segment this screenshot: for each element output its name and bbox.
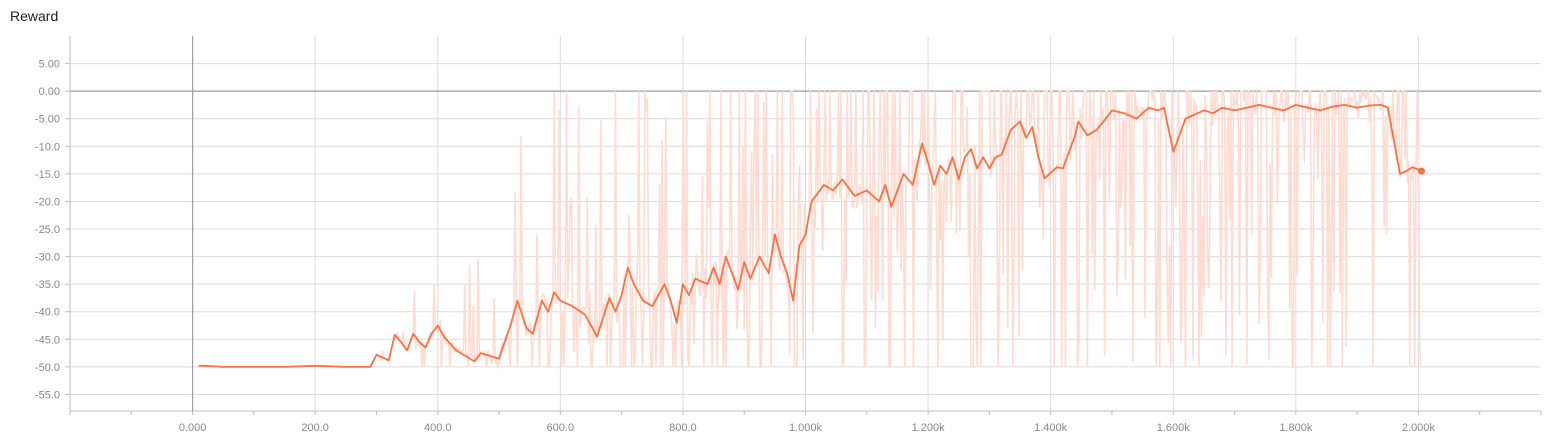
- x-tick-label: 1.400k: [1034, 422, 1068, 434]
- raw-series: [198, 88, 1422, 370]
- y-tick-label: -20.0: [35, 196, 60, 208]
- x-tick-label: 1.000k: [789, 422, 823, 434]
- y-tick-label: -5.00: [35, 114, 60, 126]
- x-tick-label: 0.000: [179, 422, 207, 434]
- x-tick-label: 1.200k: [912, 422, 946, 434]
- x-tick-label: 600.0: [547, 422, 575, 434]
- x-tick-label: 1.600k: [1157, 422, 1191, 434]
- raw-series-line: [198, 88, 1422, 370]
- smoothed-series-line: [198, 104, 1422, 368]
- y-tick-label: -40.0: [35, 307, 60, 319]
- y-tick-label: 0.00: [39, 86, 60, 98]
- x-tick-label: 400.0: [424, 422, 452, 434]
- y-tick-label: -30.0: [35, 252, 60, 264]
- y-tick-label: -10.0: [35, 141, 60, 153]
- x-tick-label: 1.800k: [1279, 422, 1313, 434]
- series-end-point: [1417, 167, 1425, 175]
- x-axis-ticks: 0.000 200.0 400.0 600.0 800.0 1.000k 1.200k 1.4…: [69, 411, 1542, 434]
- y-tick-label: -55.0: [35, 389, 60, 401]
- x-tick-label: 200.0: [301, 422, 329, 434]
- y-axis-ticks: 5.00 0.00 -5.00 -10.0 -15.0 -20.0 -25.0 -30.0 -3…: [35, 59, 70, 401]
- grid-lines: [69, 36, 1541, 412]
- x-tick-label: 800.0: [669, 422, 697, 434]
- y-tick-label: -25.0: [35, 224, 60, 236]
- y-tick-label: -15.0: [35, 169, 60, 181]
- chart-title: Reward: [10, 8, 59, 24]
- y-tick-label: -35.0: [35, 279, 60, 291]
- y-tick-label: -45.0: [35, 334, 60, 346]
- smoothed-series: [198, 104, 1425, 368]
- y-tick-label: 5.00: [39, 59, 60, 71]
- y-tick-label: -50.0: [35, 362, 60, 374]
- x-tick-label: 2.000k: [1402, 422, 1436, 434]
